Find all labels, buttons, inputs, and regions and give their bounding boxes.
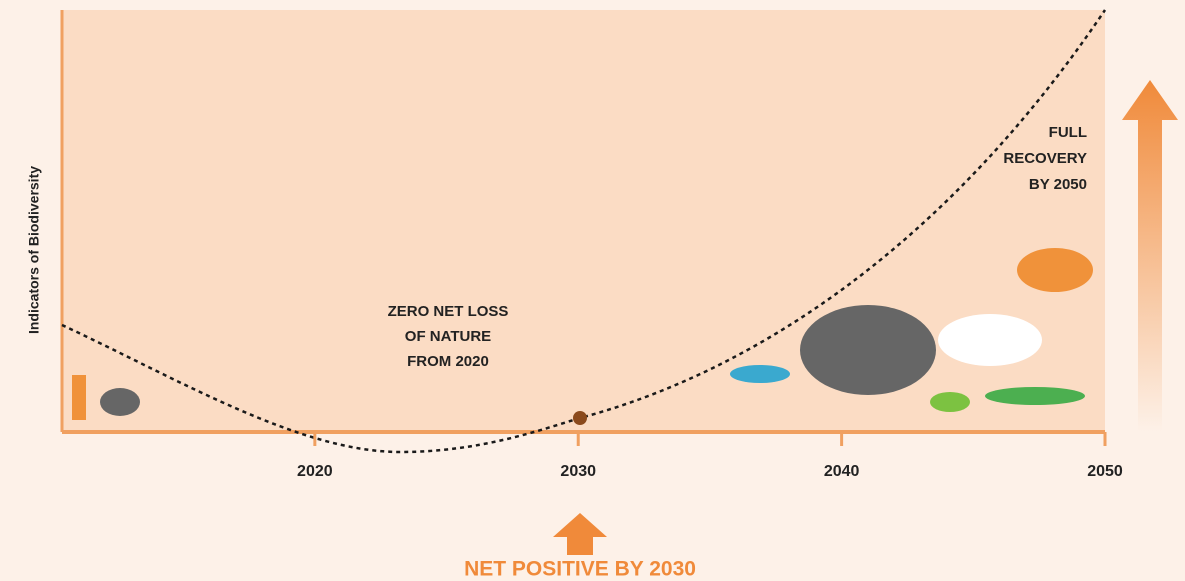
annotation: FROM 2020 [407,353,489,370]
x-tick-label: 2040 [824,463,860,480]
lion-icon [1017,248,1093,292]
up-arrow-large [1122,80,1178,432]
bear-icon [938,314,1042,366]
annotation: BY 2050 [1029,176,1087,193]
annotation: RECOVERY [1003,150,1087,167]
x-tick-label: 2030 [560,463,596,480]
chart: Indicators of Biodiversity ZERO NET LOSS… [0,0,1185,581]
crocodile-icon [985,387,1085,405]
y-axis-label: Indicators of Biodiversity [26,166,42,334]
milestone-dot [573,411,587,425]
page: Indicators of Biodiversity ZERO NET LOSS… [0,0,1185,581]
up-arrow-small [553,513,607,555]
elephant-icon [800,305,936,395]
x-tick-label: 2020 [297,463,333,480]
annotation: FULL [1049,124,1087,141]
giraffe-icon [72,375,86,420]
plot-area [62,10,1105,432]
elephant-small-icon [100,388,140,416]
turtle-icon [930,392,970,412]
x-tick-label: 2050 [1087,463,1123,480]
annotation: ZERO NET LOSS [388,303,509,320]
annotation: NET POSITIVE BY 2030 [464,558,696,581]
annotation: OF NATURE [405,328,491,345]
dolphin-icon [730,365,790,383]
